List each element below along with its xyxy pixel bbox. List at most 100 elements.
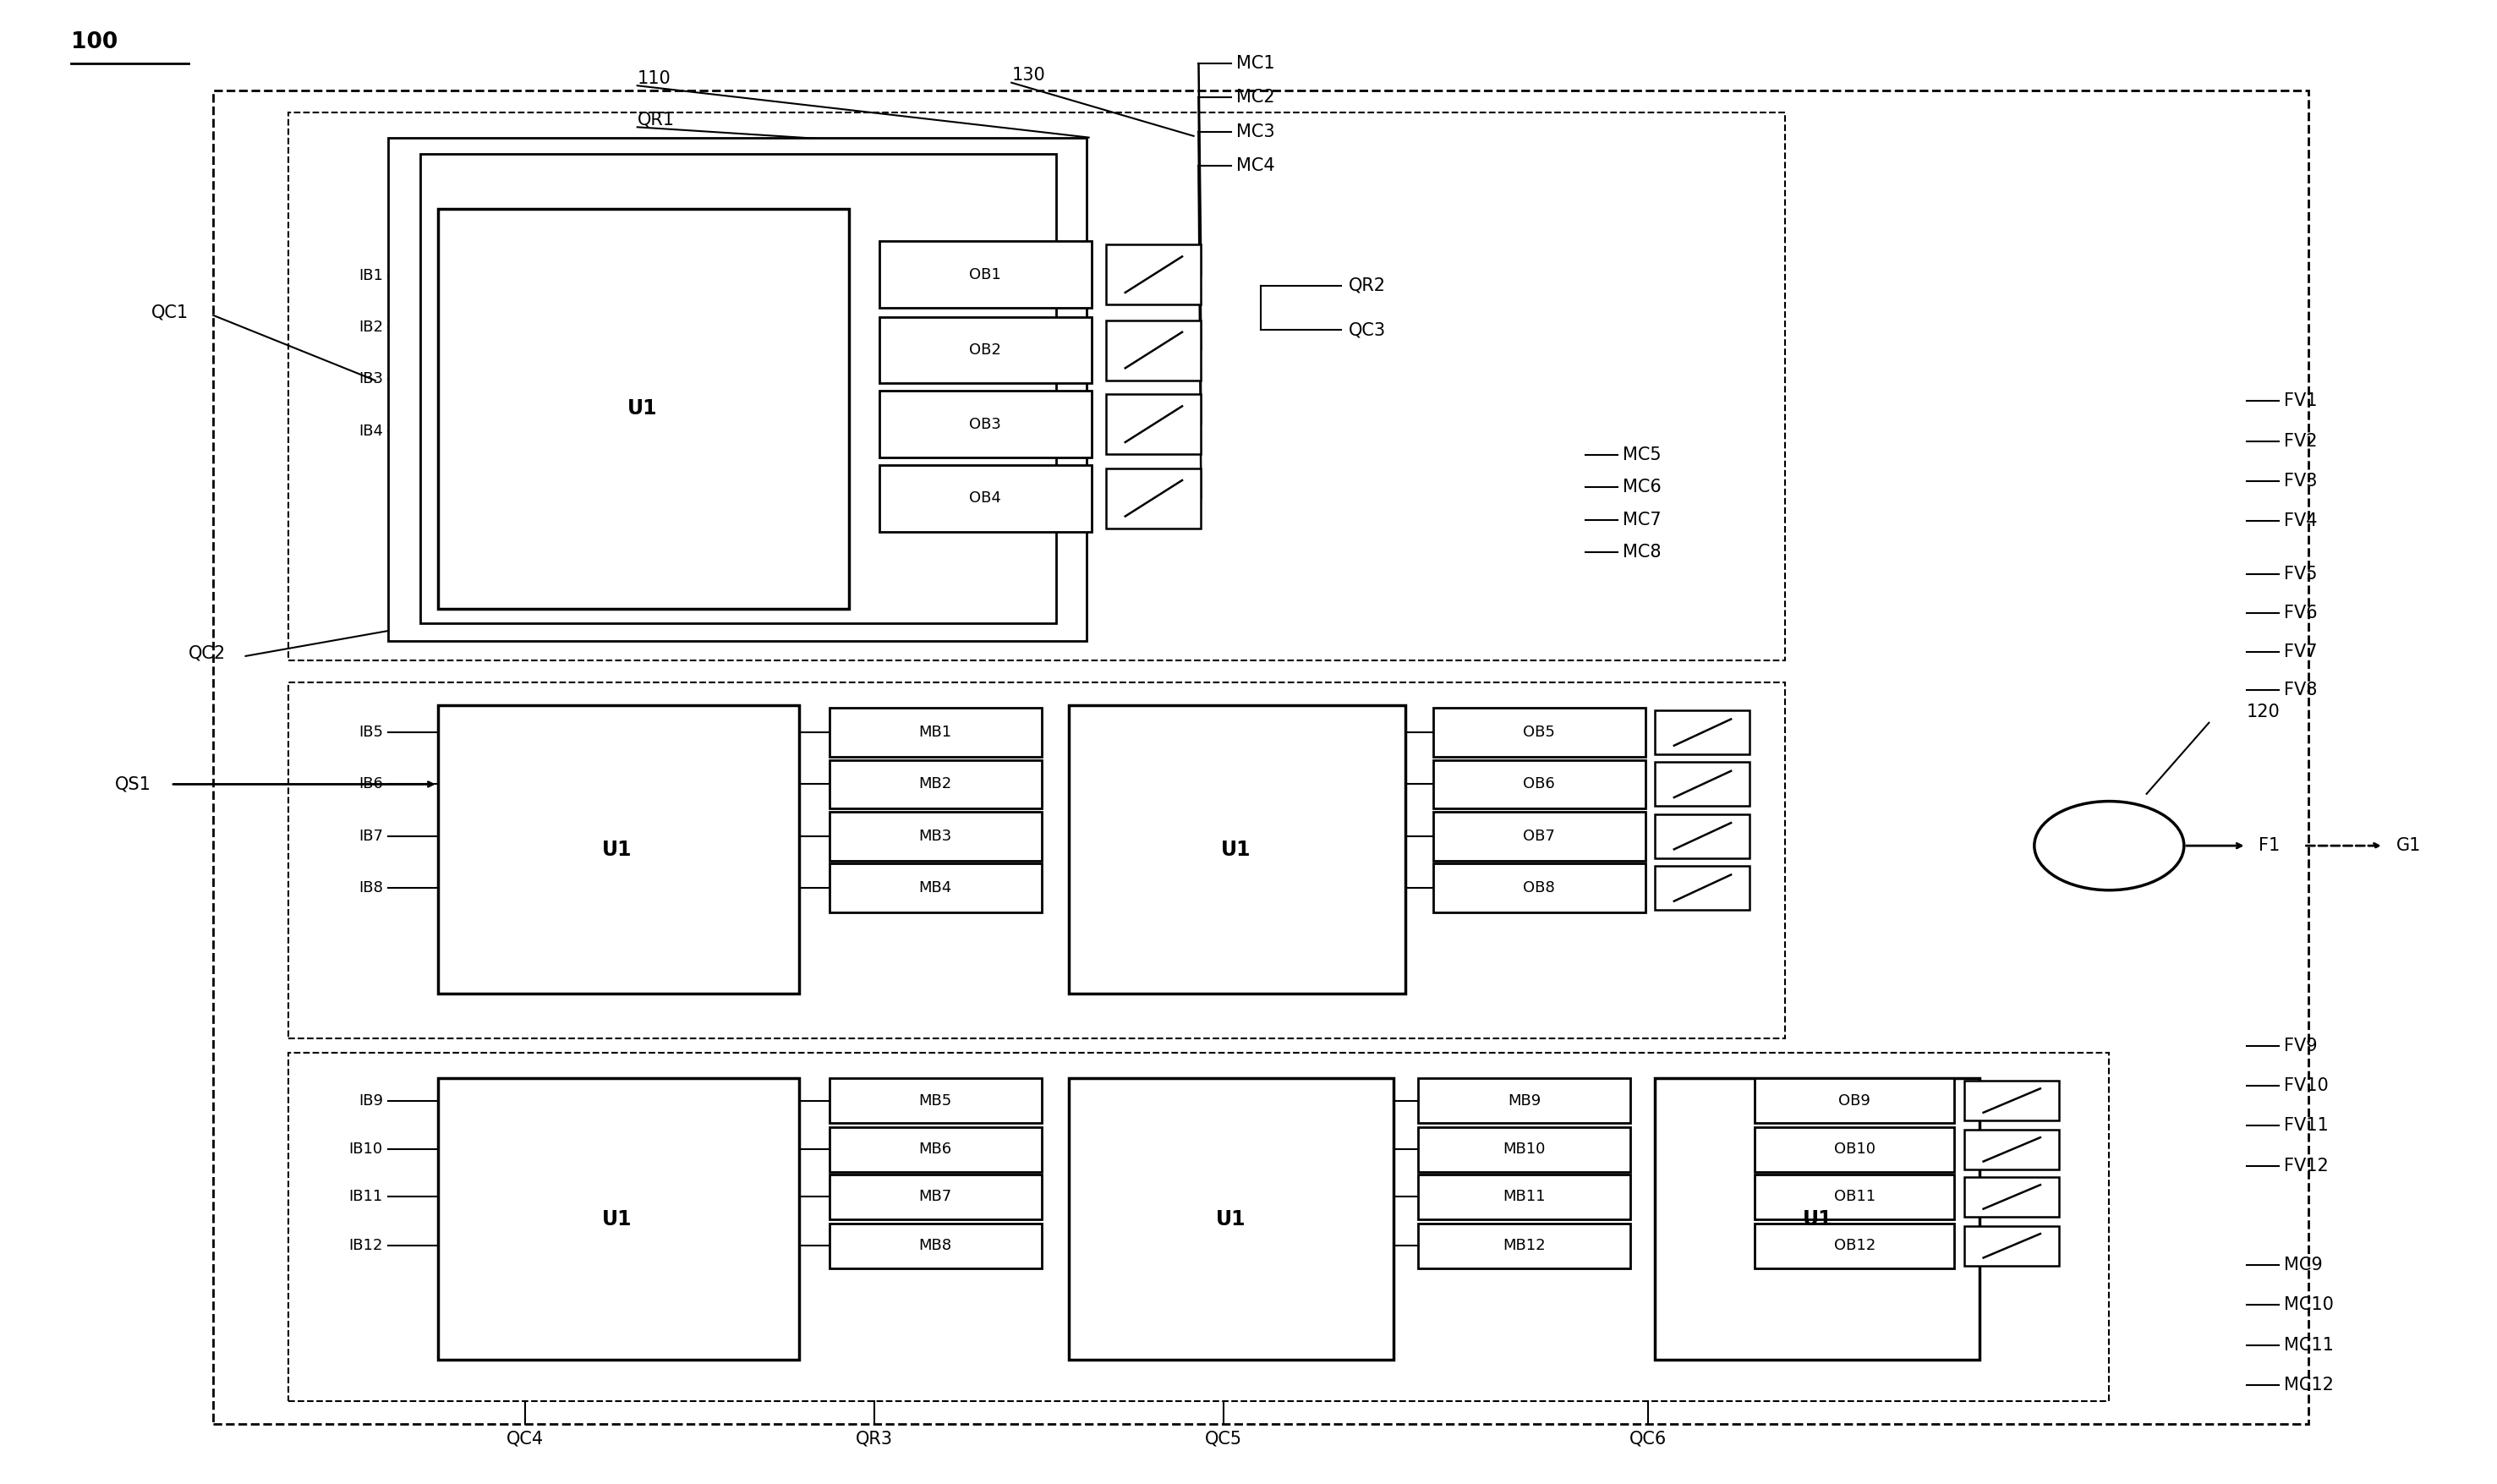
Text: U1: U1 [627, 399, 657, 418]
Text: U1: U1 [602, 1209, 632, 1229]
Text: MB8: MB8 [919, 1238, 951, 1254]
Text: MB3: MB3 [919, 828, 951, 844]
Bar [1069, 1079, 1393, 1359]
Text: OB12: OB12 [1833, 1238, 1875, 1254]
Text: FV1: FV1 [2285, 393, 2317, 410]
Text: OB9: OB9 [1838, 1092, 1870, 1109]
Bar [829, 1079, 1041, 1123]
Text: MC10: MC10 [2285, 1297, 2335, 1313]
Bar [1656, 1079, 1980, 1359]
Bar [879, 464, 1091, 531]
Text: QC3: QC3 [1348, 322, 1386, 338]
Bar [1656, 815, 1750, 858]
Text: MC6: MC6 [1623, 479, 1661, 496]
Text: OB6: OB6 [1523, 776, 1556, 792]
Bar [1755, 1079, 1955, 1123]
Text: FV11: FV11 [2285, 1117, 2327, 1134]
Text: U1: U1 [1803, 1209, 1833, 1229]
Bar [1755, 1223, 1955, 1267]
Bar [1656, 763, 1750, 806]
Text: U1: U1 [1221, 840, 1251, 861]
Text: QC2: QC2 [187, 644, 225, 662]
Text: U1: U1 [1216, 1209, 1246, 1229]
Text: FV6: FV6 [2285, 604, 2317, 622]
Bar [419, 154, 1056, 623]
Bar [1433, 708, 1646, 757]
Bar [437, 1079, 799, 1359]
Bar [1656, 867, 1750, 910]
Bar [1656, 711, 1750, 754]
Text: 100: 100 [70, 31, 117, 53]
Text: 130: 130 [1011, 67, 1046, 83]
Bar [437, 705, 799, 994]
Bar [287, 1054, 2110, 1401]
Text: IB2: IB2 [360, 319, 382, 335]
Text: FV8: FV8 [2285, 681, 2317, 699]
Text: MC12: MC12 [2285, 1377, 2335, 1393]
Text: QR1: QR1 [637, 111, 674, 128]
Text: MC1: MC1 [1236, 55, 1273, 71]
Text: MB12: MB12 [1503, 1238, 1546, 1254]
Bar [829, 1223, 1041, 1267]
Bar [1418, 1079, 1631, 1123]
Text: IB9: IB9 [360, 1092, 382, 1109]
Bar [829, 708, 1041, 757]
Bar [1069, 705, 1406, 994]
Bar [829, 1175, 1041, 1218]
Bar [829, 864, 1041, 913]
Text: IB6: IB6 [360, 776, 382, 792]
Bar [1433, 812, 1646, 861]
Text: OB5: OB5 [1523, 724, 1556, 741]
Text: OB3: OB3 [969, 417, 1001, 432]
Bar [212, 91, 2310, 1423]
Text: F1: F1 [2260, 837, 2280, 855]
Text: 110: 110 [637, 70, 672, 86]
Text: QC6: QC6 [1628, 1431, 1665, 1447]
Text: FV7: FV7 [2285, 643, 2317, 660]
Text: FV4: FV4 [2285, 513, 2317, 530]
Text: FV9: FV9 [2285, 1037, 2317, 1054]
Text: MC8: MC8 [1623, 545, 1661, 561]
Bar [1418, 1128, 1631, 1172]
Text: FV3: FV3 [2285, 473, 2317, 490]
Text: QR2: QR2 [1348, 278, 1386, 294]
Text: IB10: IB10 [350, 1141, 382, 1158]
Bar [387, 138, 1086, 641]
Text: MB4: MB4 [919, 880, 951, 895]
Text: OB11: OB11 [1833, 1189, 1875, 1205]
Bar [1433, 760, 1646, 809]
Bar [879, 316, 1091, 383]
Bar [829, 812, 1041, 861]
Text: MC4: MC4 [1236, 157, 1273, 174]
Bar [437, 209, 849, 608]
Bar [1965, 1177, 2060, 1217]
Text: OB10: OB10 [1833, 1141, 1875, 1158]
Text: MB2: MB2 [919, 776, 951, 792]
Text: FV12: FV12 [2285, 1158, 2327, 1174]
Text: U1: U1 [602, 840, 632, 861]
Text: MB5: MB5 [919, 1092, 951, 1109]
Bar [287, 683, 1785, 1039]
Text: IB5: IB5 [360, 724, 382, 741]
Text: MB6: MB6 [919, 1141, 951, 1158]
Text: QS1: QS1 [115, 776, 150, 792]
Bar [829, 1128, 1041, 1172]
Text: MB11: MB11 [1503, 1189, 1546, 1205]
Text: QC4: QC4 [507, 1431, 544, 1447]
Bar [1965, 1080, 2060, 1120]
Bar [829, 760, 1041, 809]
Bar [1106, 245, 1201, 304]
Bar [1418, 1223, 1631, 1267]
Bar [1433, 864, 1646, 913]
Bar [1965, 1226, 2060, 1266]
Text: FV5: FV5 [2285, 565, 2317, 583]
Text: QC1: QC1 [150, 304, 187, 321]
Text: FV2: FV2 [2285, 433, 2317, 450]
Bar [1106, 469, 1201, 528]
Bar [1106, 321, 1201, 380]
Bar [879, 242, 1091, 307]
Text: MC11: MC11 [2285, 1337, 2335, 1353]
Text: MC2: MC2 [1236, 89, 1273, 105]
Text: FV10: FV10 [2285, 1077, 2327, 1094]
Text: IB3: IB3 [360, 371, 382, 387]
